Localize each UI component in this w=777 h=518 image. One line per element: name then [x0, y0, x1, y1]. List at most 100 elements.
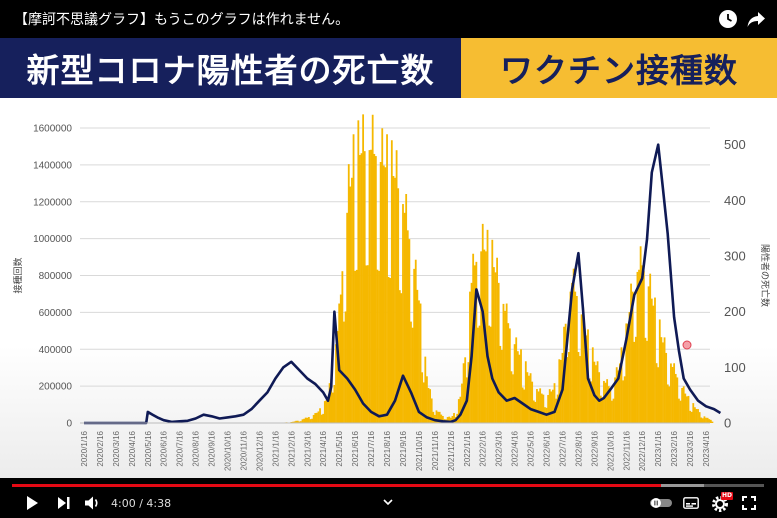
vaccination-bar	[617, 370, 620, 423]
x-tick-label: 2020/8/16	[192, 430, 201, 466]
x-tick-label: 2020/12/16	[255, 430, 264, 471]
vaccination-bar	[376, 269, 379, 423]
vaccination-bar	[477, 327, 479, 423]
vaccination-bar	[410, 321, 412, 423]
vaccination-bar	[603, 380, 605, 423]
vaccination-bar	[301, 419, 304, 423]
vaccination-bar	[374, 156, 377, 423]
chevron-down-icon[interactable]	[383, 499, 393, 506]
vaccination-bar	[457, 399, 460, 423]
vaccination-bar	[681, 387, 684, 423]
vaccination-bar	[336, 331, 339, 423]
vaccination-bar	[529, 373, 532, 423]
vaccination-bar	[636, 271, 639, 423]
vaccination-bar	[532, 400, 535, 423]
y-right-tick-label: 500	[724, 137, 746, 152]
vaccination-bar	[595, 365, 597, 423]
vaccination-bar	[441, 415, 444, 423]
vaccination-bar	[360, 153, 363, 423]
vaccination-bar	[384, 167, 387, 423]
vaccination-bar	[634, 336, 637, 423]
vaccination-bar	[625, 323, 628, 423]
vaccination-bar	[400, 293, 403, 423]
vaccination-bar	[631, 291, 634, 423]
x-tick-label: 2022/9/16	[590, 430, 599, 466]
vaccination-bar	[349, 186, 352, 423]
x-tick-label: 2020/3/16	[112, 430, 121, 466]
vaccination-bar	[422, 382, 425, 423]
vaccination-bar	[451, 415, 454, 423]
vaccination-bar	[567, 352, 570, 423]
vaccination-bar	[502, 303, 505, 423]
vaccination-bar	[574, 291, 577, 423]
settings-hd-icon[interactable]: HD	[711, 492, 734, 513]
vaccination-bar	[446, 417, 449, 423]
x-tick-label: 2023/4/16	[702, 430, 711, 466]
x-tick-label: 2022/8/16	[574, 430, 583, 466]
vaccination-bar	[644, 337, 647, 423]
autoplay-toggle-icon[interactable]	[649, 497, 673, 509]
x-tick-label: 2020/2/16	[96, 430, 105, 466]
vaccination-bar	[604, 382, 607, 423]
x-tick-label: 2020/7/16	[176, 430, 185, 466]
vaccination-bar	[662, 342, 664, 423]
vaccination-bar	[550, 391, 553, 423]
x-tick-label: 2020/11/16	[239, 430, 248, 470]
vaccination-bar	[678, 398, 680, 423]
progress-played	[12, 484, 662, 487]
subtitles-icon[interactable]	[683, 497, 699, 509]
vaccination-bar	[706, 417, 709, 423]
vaccination-bar	[660, 337, 663, 423]
vaccination-bar	[642, 270, 645, 423]
vaccination-bar	[363, 151, 366, 423]
x-tick-label: 2023/2/16	[670, 430, 679, 466]
vaccination-bar	[343, 321, 345, 423]
progress-bar[interactable]	[12, 484, 764, 487]
y-right-tick-label: 200	[724, 304, 746, 319]
vaccination-bar	[690, 411, 693, 423]
vaccination-bar	[373, 153, 376, 423]
vaccination-bar	[612, 398, 615, 423]
volume-icon[interactable]	[84, 495, 101, 511]
vaccination-bar	[292, 421, 294, 423]
vaccination-bar	[403, 212, 406, 423]
vaccination-bar	[386, 134, 388, 424]
x-tick-label: 2022/5/16	[527, 430, 536, 466]
vaccination-bar	[408, 239, 411, 423]
vaccination-bar	[531, 381, 534, 423]
vaccination-bar	[397, 188, 400, 423]
vaccination-bar	[692, 403, 695, 423]
vaccination-bar	[652, 305, 655, 423]
vaccination-bar	[368, 150, 371, 423]
vaccination-bar	[325, 400, 328, 423]
clock-icon[interactable]	[718, 9, 738, 29]
next-icon[interactable]	[57, 496, 71, 510]
vaccination-bar	[306, 417, 309, 423]
vaccination-bar	[585, 335, 588, 423]
vaccination-bar	[682, 386, 685, 423]
vaccination-bar	[665, 352, 668, 423]
vaccination-bar	[365, 265, 368, 423]
vaccination-bar	[346, 212, 349, 423]
deaths-line	[84, 143, 722, 425]
vaccination-bar	[405, 194, 408, 423]
x-tick-label: 2020/5/16	[144, 430, 153, 466]
fullscreen-icon[interactable]	[742, 496, 756, 510]
vaccination-bar	[698, 412, 701, 423]
video-title[interactable]: 【摩訶不思議グラフ】もうこのグラフは作れません。	[14, 12, 350, 28]
vaccination-bar	[462, 363, 465, 423]
vaccination-bar	[362, 114, 365, 423]
play-icon[interactable]	[24, 495, 40, 511]
vaccination-bar	[309, 419, 312, 423]
video-frame[interactable]: 新型コロナ陽性者の死亡数 ワクチン接種数 0 200000 400000 600000…	[0, 38, 777, 478]
banner-vaccinations: ワクチン接種数	[461, 38, 777, 98]
vaccination-bar	[657, 367, 660, 423]
vaccination-bar	[695, 408, 698, 423]
vaccination-bar	[646, 340, 648, 423]
share-arrow-icon[interactable]	[746, 9, 766, 29]
vaccination-bar	[537, 391, 540, 423]
vaccination-bar	[523, 389, 526, 423]
vaccination-bars	[276, 114, 714, 424]
vaccination-bar	[296, 420, 299, 423]
vaccination-bar	[623, 376, 626, 423]
